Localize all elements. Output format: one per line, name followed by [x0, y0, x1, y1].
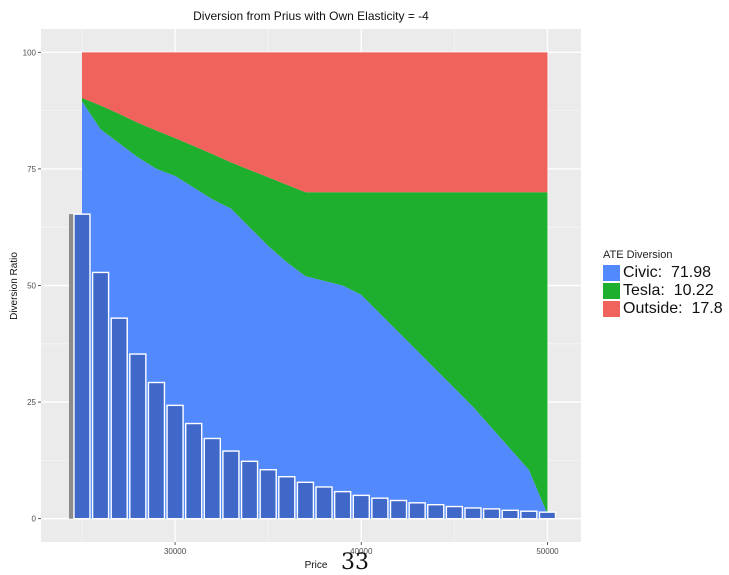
bar — [278, 476, 296, 520]
legend-label-tesla: Tesla: 10.22 — [623, 282, 714, 299]
bar — [166, 404, 184, 520]
legend-item-outside: Outside: 17.8 — [603, 300, 723, 318]
axes: 30000 40000 50000 0 25 50 75 100 — [23, 48, 560, 556]
legend: ATE Diversion Civic: 71.98 Tesla: 10.22 … — [603, 249, 723, 318]
legend-label-civic: Civic: 71.98 — [623, 264, 712, 281]
legend-swatch-outside — [603, 301, 620, 317]
bar — [259, 469, 277, 520]
bar — [482, 508, 501, 520]
bar — [203, 437, 222, 520]
bar — [315, 486, 333, 520]
y-tick-label: 100 — [23, 48, 37, 57]
bar-shadow — [68, 214, 75, 519]
bar — [464, 507, 482, 520]
bar — [222, 450, 240, 520]
bar — [184, 422, 203, 520]
bar — [371, 497, 389, 520]
bar — [427, 503, 445, 520]
bar — [91, 271, 110, 520]
bar — [296, 481, 315, 520]
x-axis-label: Price — [305, 560, 328, 571]
bar — [73, 213, 91, 520]
area-civic — [81, 101, 548, 519]
page-number: 33 — [341, 550, 369, 575]
x-tick-label: 30000 — [164, 547, 187, 556]
legend-title: ATE Diversion — [603, 249, 673, 261]
stacked-areas — [81, 52, 548, 519]
legend-label-outside: Outside: 17.8 — [623, 300, 723, 317]
y-tick-label: 25 — [27, 398, 36, 407]
bar — [445, 505, 464, 520]
legend-item-civic: Civic: 71.98 — [603, 264, 723, 282]
bar — [129, 353, 147, 520]
x-tick-label: 40000 — [350, 547, 373, 556]
y-tick-label: 75 — [27, 165, 36, 174]
bar — [147, 381, 166, 520]
y-tick-label: 50 — [27, 282, 36, 291]
price-bars — [68, 213, 557, 520]
bar — [352, 494, 370, 520]
bar — [520, 510, 538, 520]
area-outside — [81, 52, 548, 193]
y-tick-label: 0 — [32, 515, 37, 524]
x-tick-label: 50000 — [536, 547, 559, 556]
legend-item-tesla: Tesla: 10.22 — [603, 282, 723, 300]
chart-title: Diversion from Prius with Own Elasticity… — [193, 9, 429, 23]
area-tesla — [81, 98, 548, 515]
bar — [501, 509, 519, 520]
bar — [389, 499, 408, 520]
bar — [538, 511, 557, 520]
legend-swatch-tesla — [603, 283, 620, 299]
y-axis-label: Diversion Ratio — [9, 252, 20, 320]
bar — [333, 490, 352, 520]
bar — [240, 460, 259, 520]
legend-swatch-civic — [603, 265, 620, 281]
bar — [110, 317, 128, 520]
bar — [408, 502, 426, 520]
